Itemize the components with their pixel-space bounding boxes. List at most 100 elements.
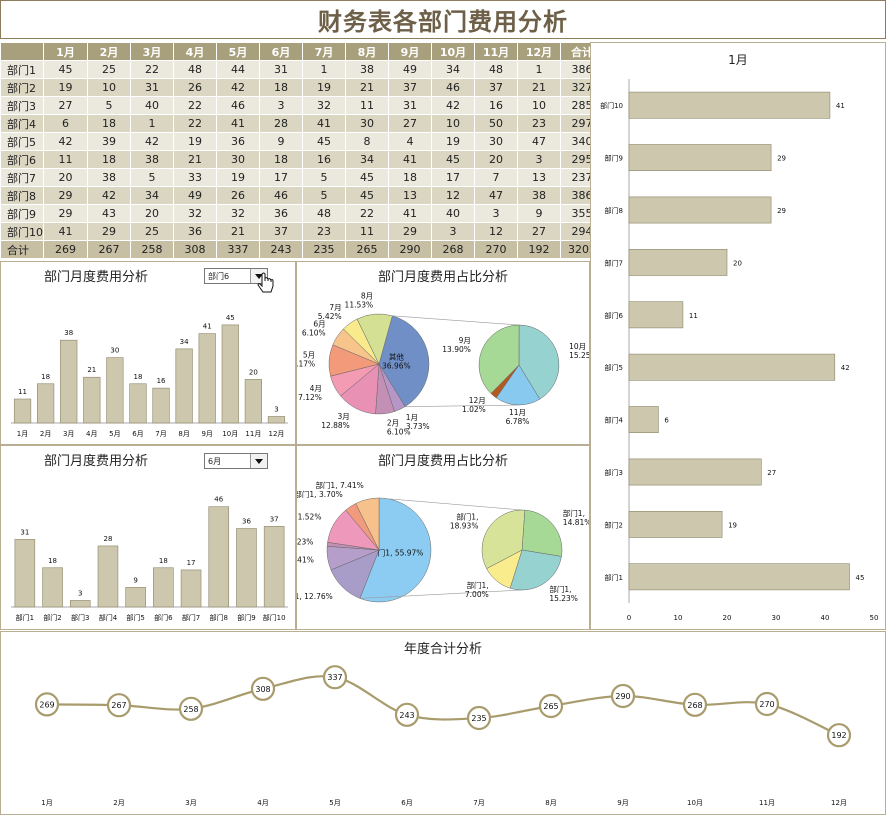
- table-cell: 3: [431, 222, 475, 241]
- table-cell: 11: [43, 150, 88, 169]
- month-pie-chart: 其他 36.96% 1月 3.73%2月 6.10% 3月 12.88% 4月 7.12% 5月 1…: [297, 291, 589, 436]
- total-cell: 308: [173, 240, 217, 259]
- table-cell: 32: [302, 96, 346, 115]
- month-pie-panel: 部门月度费用占比分析 其他 36.96% 1月 3.73% 2月 6.10% 3月 12.88…: [296, 261, 590, 445]
- table-cell: 19: [43, 78, 88, 97]
- table-cell: 31: [130, 78, 174, 97]
- table-cell: 19: [431, 132, 475, 151]
- slice-label: 其他 36.96%: [382, 352, 411, 371]
- table-cell: 45: [431, 150, 475, 169]
- tick-label: 9月: [617, 799, 628, 807]
- sub-slice-label: 部门1, 7.00%: [465, 580, 489, 599]
- table-cell: 41: [388, 204, 432, 223]
- table-cell: 18: [87, 150, 131, 169]
- chevron-down-icon[interactable]: [250, 454, 267, 468]
- department-select[interactable]: 部门6: [204, 268, 268, 284]
- table-cell: 42: [87, 186, 131, 205]
- table-cell: 47: [517, 132, 561, 151]
- bar: [42, 567, 63, 608]
- department-select-value: 部门6: [208, 272, 230, 281]
- bar: [13, 398, 32, 424]
- data-label: 20: [249, 368, 258, 376]
- table-cell: 27: [517, 222, 561, 241]
- month-bar-title: 部门月度费用分析: [43, 270, 148, 285]
- bar: [244, 379, 262, 424]
- table-header-cell: 3月: [130, 42, 174, 61]
- table-cell: 5: [302, 168, 346, 187]
- month-bar-panel: 部门月度费用分析 部门6 11 1月 18 2月 38 3月 21 4月 30 5月 18 6月 16 7…: [0, 261, 296, 445]
- table-cell: 48: [302, 204, 346, 223]
- table-cell: 29: [43, 204, 88, 223]
- table-cell: 30: [345, 114, 389, 133]
- data-label: 6: [664, 417, 669, 425]
- tick-label: 部门9: [605, 154, 623, 163]
- page-title: 财务表各部门费用分析: [318, 8, 568, 36]
- table-cell: 45: [302, 132, 346, 151]
- table-cell: 38: [87, 168, 131, 187]
- annual-line-panel: 年度合计分析 269 1月 267 2月 258 3月 308 4月 337 5月 243 6月 235…: [0, 631, 886, 815]
- table-cell: 17: [431, 168, 475, 187]
- data-label: 38: [64, 329, 73, 337]
- table-cell: 40: [130, 96, 174, 115]
- table-cell: 20: [130, 204, 174, 223]
- data-label: 45: [226, 314, 235, 322]
- total-cell: 258: [130, 240, 174, 259]
- tick-label: 12月: [268, 430, 284, 438]
- data-label: 30: [110, 347, 119, 355]
- table-cell: 22: [173, 96, 217, 115]
- table-cell: 37: [259, 222, 303, 241]
- table-cell: 30: [216, 150, 260, 169]
- data-label: 265: [543, 702, 558, 711]
- table-cell: 45: [345, 186, 389, 205]
- table-cell: 20: [474, 150, 518, 169]
- table-header-cell: 10月: [431, 42, 475, 61]
- bar: [628, 301, 684, 329]
- row-header-cell: 部门4: [0, 114, 44, 133]
- table-cell: 37: [388, 78, 432, 97]
- table-header-cell: 6月: [259, 42, 303, 61]
- tick-label: 20: [723, 614, 732, 622]
- table-cell: 27: [388, 114, 432, 133]
- bar: [208, 506, 230, 608]
- sub-slice-label: 11月 6.78%: [506, 408, 530, 426]
- table-cell: 21: [345, 78, 389, 97]
- slice-label: 4月 7.12%: [298, 384, 322, 402]
- pie-slice: [356, 313, 393, 365]
- table-row: 部门7 20 38 5 33 19 17 5 45 18 17 7 13 237: [0, 168, 604, 187]
- pie-slice: [355, 497, 380, 551]
- table-row: 部门8 29 42 34 49 26 46 5 45 13 12 47 38 386: [0, 186, 604, 205]
- tick-label: 6月: [401, 799, 412, 807]
- data-label: 337: [327, 673, 342, 682]
- data-label: 270: [759, 700, 774, 709]
- tick-label: 2月: [40, 430, 51, 438]
- data-point: [394, 702, 420, 727]
- data-label: 235: [471, 714, 486, 723]
- tick-label: 部门6: [154, 613, 173, 622]
- bar: [37, 383, 55, 424]
- table-header-cell: 2月: [87, 42, 131, 61]
- bar: [153, 567, 174, 608]
- data-label: 3: [274, 405, 278, 413]
- data-label: 45: [856, 574, 865, 582]
- bar: [60, 339, 78, 424]
- series-line: [46, 675, 840, 737]
- table-corner-cell: [0, 42, 44, 61]
- table-cell: 40: [431, 204, 475, 223]
- table-cell: 12: [431, 186, 475, 205]
- month-select[interactable]: 6月: [204, 453, 268, 469]
- hbar-chart: 41部门1029部门929部门820部门711部门642部门56部门427部门3…: [600, 79, 878, 622]
- tick-label: 部门4: [605, 416, 624, 425]
- bar: [267, 416, 286, 424]
- row-header-cell: 部门3: [0, 96, 44, 115]
- table-cell: 11: [345, 96, 389, 115]
- data-label: 29: [777, 155, 786, 163]
- tick-label: 2月: [113, 799, 124, 807]
- table-cell: 42: [216, 78, 260, 97]
- table-row: 部门5 42 39 42 19 36 9 45 8 4 19 30 47 340: [0, 132, 604, 151]
- data-table: 1月 2月 3月 4月 5月 6月 7月 8月 9月 10月 11月 12月 合计 部门1 45 25 22 4…: [0, 42, 604, 259]
- table-cell: 39: [87, 132, 131, 151]
- dept-pie-panel: 部门月度费用占比分析 部门1, 55.97% 部门1, 12.76% 部门1, 7.…: [296, 445, 590, 630]
- table-cell: 9: [259, 132, 303, 151]
- data-point: [322, 665, 348, 690]
